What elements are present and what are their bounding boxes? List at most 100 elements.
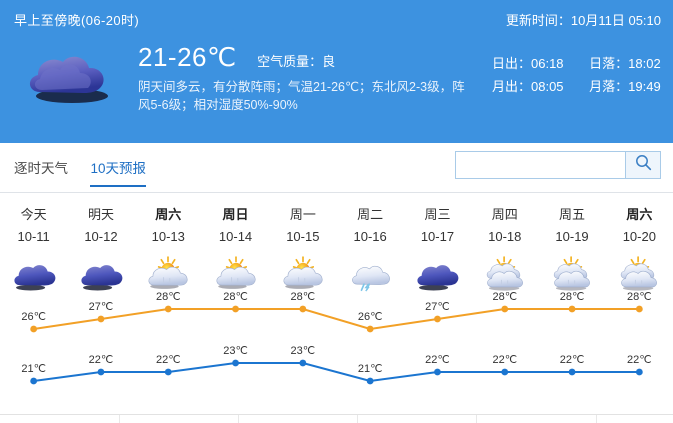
high-temp-point	[164, 305, 172, 313]
day-date-label: 10-14	[218, 229, 253, 244]
high-temp-point	[299, 305, 307, 313]
high-temp-label: 28℃	[156, 291, 181, 303]
air-quality-label: 空气质量：良	[257, 54, 336, 69]
forecast-day-column[interactable]: 周一 10-15	[269, 193, 336, 296]
low-temp-label: 21℃	[21, 363, 46, 375]
low-temp-label: 22℃	[89, 354, 114, 366]
moon-times-row: 月出：08:05 月落：19:49	[492, 75, 661, 98]
low-temp-label: 21℃	[358, 363, 383, 375]
high-temp-label: 27℃	[425, 301, 450, 313]
moonset-label: 月落：19:49	[589, 79, 661, 94]
high-temp-label: 28℃	[223, 291, 248, 303]
weather-header-panel: 早上至傍晚(06-20时) 更新时间：10月11日 05:10 21-26℃ 空…	[0, 0, 673, 143]
high-temp-line	[33, 308, 640, 331]
overcast-cloud-icon	[404, 252, 471, 296]
high-temp-point	[568, 305, 576, 313]
forecast-day-column[interactable]: 周六 10-13	[135, 193, 202, 296]
low-temp-label: 23℃	[223, 345, 248, 357]
low-temp-label: 22℃	[425, 354, 450, 366]
high-temp-label: 27℃	[89, 301, 114, 313]
day-date-label: 10-15	[286, 229, 320, 244]
day-date-label: 10-17	[420, 229, 455, 244]
tab-hourly-weather[interactable]: 逐时天气	[14, 161, 68, 176]
table-cell-divider	[476, 415, 478, 423]
low-temp-label: 23℃	[291, 345, 316, 357]
forecast-day-column[interactable]: 周日 10-14	[202, 193, 269, 296]
weather-description: 阴天间多云，有分散阵雨；气温21-26℃；东北风2-3级，阵风5-6级；相对湿度…	[138, 80, 465, 112]
high-temp-label: 26℃	[21, 311, 46, 323]
sun-times-row: 日出：06:18 日落：18:02	[492, 52, 661, 75]
day-name-label: 今天	[20, 207, 47, 222]
low-temp-point	[501, 368, 509, 376]
day-date-label: 10-18	[488, 229, 522, 244]
overcast-cloud-icon	[20, 48, 120, 106]
tab-bar: 逐时天气 10天预报	[0, 143, 673, 193]
day-name-label: 周六	[626, 207, 653, 222]
day-date-label: 10-12	[84, 229, 118, 244]
forecast-day-column[interactable]: 周五 10-19	[538, 193, 605, 296]
day-name-label: 明天	[87, 207, 114, 222]
forecast-day-column[interactable]: 周四 10-18	[471, 193, 538, 296]
table-cell-divider	[119, 415, 121, 423]
sun-behind-clouds-icon	[538, 252, 605, 296]
current-conditions: 21-26℃ 空气质量：良 阴天间多云，有分散阵雨；气温21-26℃；东北风2-…	[138, 42, 478, 114]
cloud-shower-icon	[337, 252, 404, 296]
low-temp-label: 22℃	[560, 354, 585, 366]
bottom-divider	[0, 414, 673, 415]
search-input[interactable]	[455, 151, 625, 179]
search-icon	[635, 154, 652, 176]
tab-list: 逐时天气 10天预报	[14, 157, 164, 187]
low-temp-label: 22℃	[627, 354, 652, 366]
sun-behind-cloud-icon	[135, 252, 202, 296]
high-temp-label: 28℃	[560, 291, 585, 303]
temperature-chart: 26℃ 27℃ 28℃ 28℃ 28℃ 26℃ 27℃ 28℃ 28℃ 28℃ 21℃ 22℃ 22℃ 2…	[21, 291, 652, 385]
day-date-label: 10-20	[622, 229, 656, 244]
low-temp-label: 22℃	[156, 354, 181, 366]
table-cell-divider	[357, 415, 359, 423]
day-name-label: 周三	[424, 207, 451, 222]
tab-10-day-forecast[interactable]: 10天预报	[90, 157, 146, 187]
table-cell-divider	[238, 415, 240, 423]
search-box	[455, 151, 661, 179]
high-temp-point	[635, 305, 643, 313]
moonrise-label: 月出：08:05	[492, 79, 564, 94]
high-temp-label: 28℃	[627, 291, 652, 303]
forecast-day-column[interactable]: 周二 10-16	[337, 193, 404, 296]
forecast-day-column[interactable]: 周三 10-17	[404, 193, 471, 296]
high-temp-label: 26℃	[358, 311, 383, 323]
low-temp-point	[97, 368, 105, 376]
astronomy-info: 日出：06:18 日落：18:02 月出：08:05 月落：19:49	[492, 52, 661, 98]
day-date-label: 10-19	[555, 229, 589, 244]
day-name-label: 周一	[289, 207, 316, 222]
low-temp-point	[366, 377, 374, 385]
day-name-label: 周日	[222, 207, 249, 222]
day-name-label: 周二	[357, 207, 384, 222]
high-temp-point	[434, 315, 441, 323]
low-temp-point	[434, 368, 441, 376]
low-temp-line	[33, 362, 640, 383]
low-temp-point	[299, 359, 307, 367]
sun-behind-clouds-icon	[471, 252, 538, 296]
high-temp-label: 28℃	[291, 291, 316, 303]
forecast-day-column[interactable]: 明天 10-12	[67, 193, 134, 296]
forecast-day-column[interactable]: 周六 10-20	[606, 193, 673, 296]
low-temp-point	[164, 368, 172, 376]
day-name-label: 周六	[155, 207, 182, 222]
sunrise-label: 日出：06:18	[492, 56, 564, 71]
high-temp-point	[366, 325, 374, 333]
overcast-cloud-icon	[67, 252, 134, 296]
day-name-label: 周五	[559, 207, 586, 222]
low-temp-point	[568, 368, 576, 376]
low-temp-point	[30, 377, 38, 385]
high-temp-label: 28℃	[492, 291, 517, 303]
table-cell-divider	[595, 415, 597, 423]
forecast-strip: 今天 10-11 明天 10-12	[0, 193, 673, 423]
sunset-label: 日落：18:02	[589, 56, 661, 71]
sun-behind-cloud-icon	[202, 252, 269, 296]
forecast-day-column[interactable]: 今天 10-11	[0, 193, 67, 296]
day-date-label: 10-13	[151, 229, 185, 244]
search-button[interactable]	[625, 151, 661, 179]
high-temp-point	[97, 315, 105, 323]
day-date-label: 10-16	[353, 229, 387, 244]
